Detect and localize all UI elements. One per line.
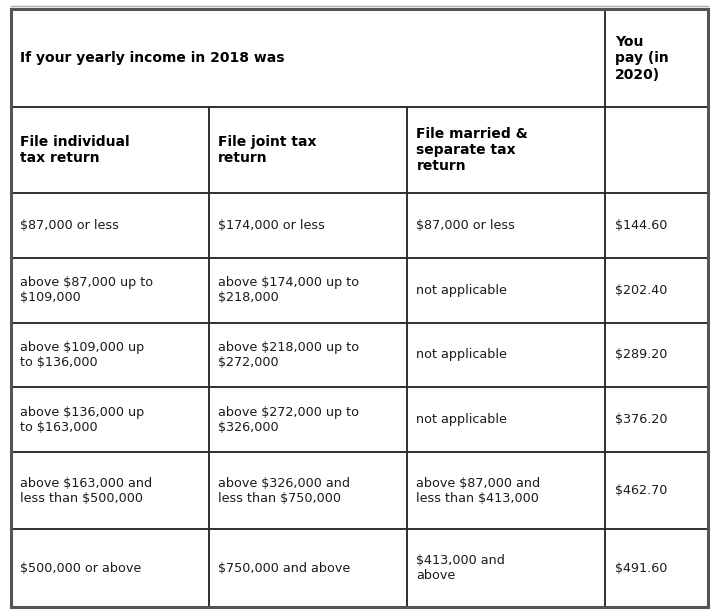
- Bar: [605, 452, 708, 529]
- Text: If your yearly income in 2018 was: If your yearly income in 2018 was: [20, 51, 285, 65]
- Bar: [605, 9, 708, 107]
- Text: above $109,000 up
to $136,000: above $109,000 up to $136,000: [20, 341, 145, 369]
- Bar: [11, 452, 209, 529]
- Text: above $136,000 up
to $163,000: above $136,000 up to $163,000: [20, 405, 145, 434]
- Bar: [209, 387, 407, 452]
- Text: above $272,000 up to
$326,000: above $272,000 up to $326,000: [219, 405, 360, 434]
- Bar: [11, 193, 209, 257]
- Bar: [407, 323, 605, 387]
- Bar: [11, 323, 209, 387]
- Text: $500,000 or above: $500,000 or above: [20, 562, 142, 575]
- Bar: [11, 529, 209, 607]
- Bar: [11, 257, 209, 323]
- Text: not applicable: not applicable: [416, 413, 508, 426]
- Text: above $87,000 up to
$109,000: above $87,000 up to $109,000: [20, 276, 153, 304]
- Bar: [209, 529, 407, 607]
- Text: $413,000 and
above: $413,000 and above: [416, 554, 505, 582]
- Text: $174,000 or less: $174,000 or less: [219, 219, 325, 232]
- Bar: [11, 107, 209, 193]
- Bar: [407, 107, 605, 193]
- Text: above $326,000 and
less than $750,000: above $326,000 and less than $750,000: [219, 477, 350, 505]
- Bar: [605, 323, 708, 387]
- Text: above $218,000 up to
$272,000: above $218,000 up to $272,000: [219, 341, 360, 369]
- Text: File joint tax
return: File joint tax return: [219, 135, 317, 165]
- Bar: [605, 257, 708, 323]
- Text: $750,000 and above: $750,000 and above: [219, 562, 351, 575]
- Bar: [209, 452, 407, 529]
- Text: $87,000 or less: $87,000 or less: [20, 219, 119, 232]
- Text: $491.60: $491.60: [615, 562, 667, 575]
- Bar: [605, 193, 708, 257]
- Text: You
pay (in
2020): You pay (in 2020): [615, 35, 669, 81]
- Text: $202.40: $202.40: [615, 283, 667, 297]
- Bar: [209, 107, 407, 193]
- Bar: [407, 452, 605, 529]
- Bar: [407, 257, 605, 323]
- Bar: [209, 323, 407, 387]
- Text: $376.20: $376.20: [615, 413, 667, 426]
- Bar: [407, 193, 605, 257]
- Text: $462.70: $462.70: [615, 484, 667, 497]
- Bar: [209, 257, 407, 323]
- Text: above $163,000 and
less than $500,000: above $163,000 and less than $500,000: [20, 477, 152, 505]
- Bar: [605, 107, 708, 193]
- Bar: [605, 529, 708, 607]
- Text: $87,000 or less: $87,000 or less: [416, 219, 516, 232]
- Text: File individual
tax return: File individual tax return: [20, 135, 129, 165]
- Bar: [11, 387, 209, 452]
- Text: not applicable: not applicable: [416, 283, 508, 297]
- Bar: [407, 529, 605, 607]
- Text: $289.20: $289.20: [615, 349, 667, 362]
- Text: $144.60: $144.60: [615, 219, 667, 232]
- Text: File married &
separate tax
return: File married & separate tax return: [416, 127, 528, 174]
- Bar: [209, 193, 407, 257]
- Text: above $87,000 and
less than $413,000: above $87,000 and less than $413,000: [416, 477, 541, 505]
- Bar: [605, 387, 708, 452]
- Bar: [11, 9, 605, 107]
- Text: not applicable: not applicable: [416, 349, 508, 362]
- Bar: [407, 387, 605, 452]
- Text: above $174,000 up to
$218,000: above $174,000 up to $218,000: [219, 276, 360, 304]
